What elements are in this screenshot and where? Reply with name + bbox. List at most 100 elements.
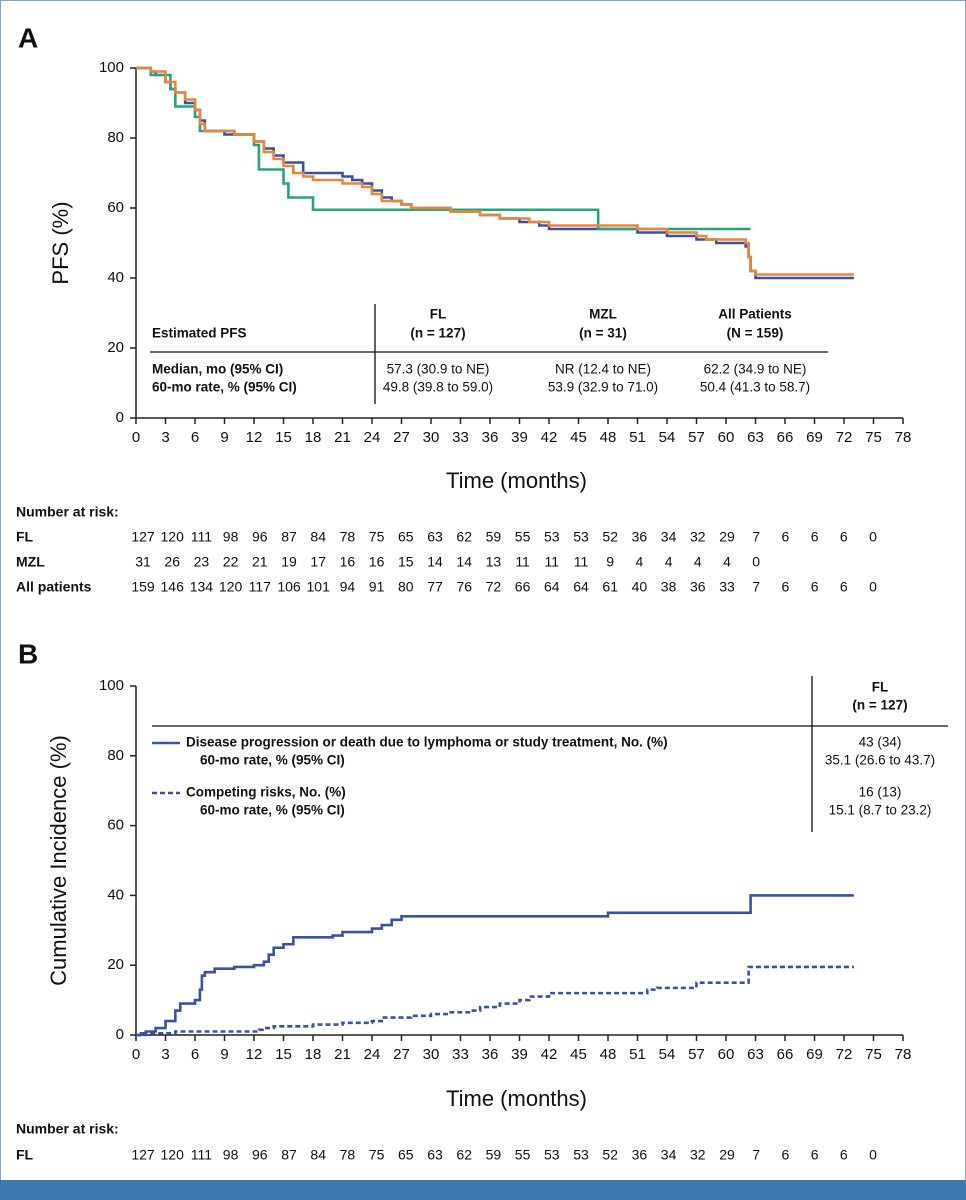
risk-value: 34 [661, 529, 677, 545]
panel-label: B [18, 638, 38, 669]
x-tick-label: 63 [747, 1046, 764, 1063]
cell: NR (12.4 to NE) [555, 362, 651, 377]
row-label: 60-mo rate, % (95% CI) [152, 380, 297, 395]
risk-row-name: FL [16, 1147, 34, 1163]
bottom-bar [0, 1180, 966, 1200]
risk-value: 7 [752, 579, 760, 595]
cell: 35.1 (26.6 to 43.7) [825, 753, 935, 768]
risk-value: 111 [191, 529, 212, 545]
x-tick-label: 3 [161, 1046, 169, 1063]
risk-value: 52 [602, 1147, 618, 1163]
x-tick-label: 54 [659, 429, 676, 446]
risk-value: 31 [135, 554, 151, 570]
risk-value: 84 [310, 529, 326, 545]
risk-value: 0 [869, 529, 877, 545]
risk-value: 91 [369, 579, 385, 595]
y-tick-label: 0 [116, 409, 124, 426]
risk-value: 101 [307, 579, 331, 595]
row-label: Median, mo (95% CI) [152, 362, 283, 377]
column-n: (n = 31) [579, 326, 627, 341]
risk-value: 146 [161, 579, 185, 595]
cell: 43 (34) [859, 735, 902, 750]
risk-value: 65 [398, 1147, 414, 1163]
x-tick-label: 45 [570, 429, 587, 446]
x-tick-label: 42 [541, 429, 558, 446]
risk-value: 80 [398, 579, 414, 595]
risk-value: 77 [427, 579, 443, 595]
x-tick-label: 33 [452, 1046, 469, 1063]
risk-value: 34 [661, 1147, 677, 1163]
x-tick-label: 27 [393, 1046, 410, 1063]
km-line [136, 965, 854, 1037]
risk-value: 33 [719, 579, 735, 595]
x-tick-label: 48 [600, 1046, 617, 1063]
x-tick-label: 57 [688, 429, 705, 446]
risk-value: 6 [840, 579, 848, 595]
x-tick-label: 18 [305, 1046, 322, 1063]
x-tick-label: 69 [806, 1046, 823, 1063]
risk-value: 64 [573, 579, 589, 595]
risk-value: 11 [515, 554, 530, 570]
km-line [136, 66, 854, 276]
risk-row-name: All patients [16, 579, 92, 595]
x-tick-label: 21 [334, 429, 351, 446]
risk-value: 72 [486, 579, 502, 595]
risk-value: 120 [219, 579, 243, 595]
risk-value: 15 [398, 554, 414, 570]
risk-value: 96 [252, 1147, 268, 1163]
risk-value: 84 [310, 1147, 326, 1163]
x-tick-label: 51 [629, 429, 646, 446]
x-tick-label: 39 [511, 1046, 528, 1063]
legend-label: Disease progression or death due to lymp… [186, 735, 668, 750]
risk-value: 16 [369, 554, 385, 570]
x-tick-label: 36 [482, 1046, 499, 1063]
y-tick-label: 0 [116, 1026, 124, 1043]
cell: 62.2 (34.9 to NE) [704, 362, 807, 377]
risk-value: 61 [602, 579, 618, 595]
risk-value: 159 [131, 579, 155, 595]
risk-value: 14 [456, 554, 472, 570]
risk-value: 0 [752, 554, 760, 570]
risk-value: 53 [573, 529, 589, 545]
risk-value: 11 [545, 554, 560, 570]
risk-value: 65 [398, 529, 414, 545]
risk-value: 53 [573, 1147, 589, 1163]
x-tick-label: 24 [364, 1046, 381, 1063]
risk-value: 66 [515, 579, 531, 595]
x-tick-label: 30 [423, 1046, 440, 1063]
risk-value: 4 [694, 554, 702, 570]
x-tick-label: 0 [132, 429, 140, 446]
x-tick-label: 60 [718, 1046, 735, 1063]
x-tick-label: 6 [191, 1046, 199, 1063]
cell: 50.4 (41.3 to 58.7) [700, 380, 810, 395]
row-label: 60-mo rate, % (95% CI) [200, 803, 345, 818]
risk-row-name: MZL [16, 554, 45, 570]
cell: 53.9 (32.9 to 71.0) [548, 380, 658, 395]
risk-value: 98 [223, 1147, 239, 1163]
risk-value: 87 [281, 529, 297, 545]
risk-value: 26 [164, 554, 180, 570]
risk-value: 78 [340, 1147, 356, 1163]
risk-value: 36 [690, 579, 706, 595]
column-header: FL [872, 680, 889, 695]
risk-value: 55 [515, 1147, 531, 1163]
risk-value: 4 [665, 554, 673, 570]
column-header: All Patients [718, 307, 792, 322]
x-tick-label: 78 [895, 429, 912, 446]
x-axis-title: Time (months) [446, 468, 587, 493]
x-tick-label: 75 [865, 429, 882, 446]
risk-value: 53 [544, 529, 560, 545]
risk-value: 53 [544, 1147, 560, 1163]
risk-value: 75 [369, 1147, 385, 1163]
risk-value: 6 [840, 1147, 848, 1163]
x-tick-label: 69 [806, 429, 823, 446]
y-tick-label: 20 [107, 339, 124, 356]
risk-value: 64 [544, 579, 560, 595]
risk-value: 127 [131, 1147, 155, 1163]
x-tick-label: 42 [541, 1046, 558, 1063]
risk-title: Number at risk: [16, 1121, 119, 1137]
x-tick-label: 48 [600, 429, 617, 446]
x-tick-label: 6 [191, 429, 199, 446]
